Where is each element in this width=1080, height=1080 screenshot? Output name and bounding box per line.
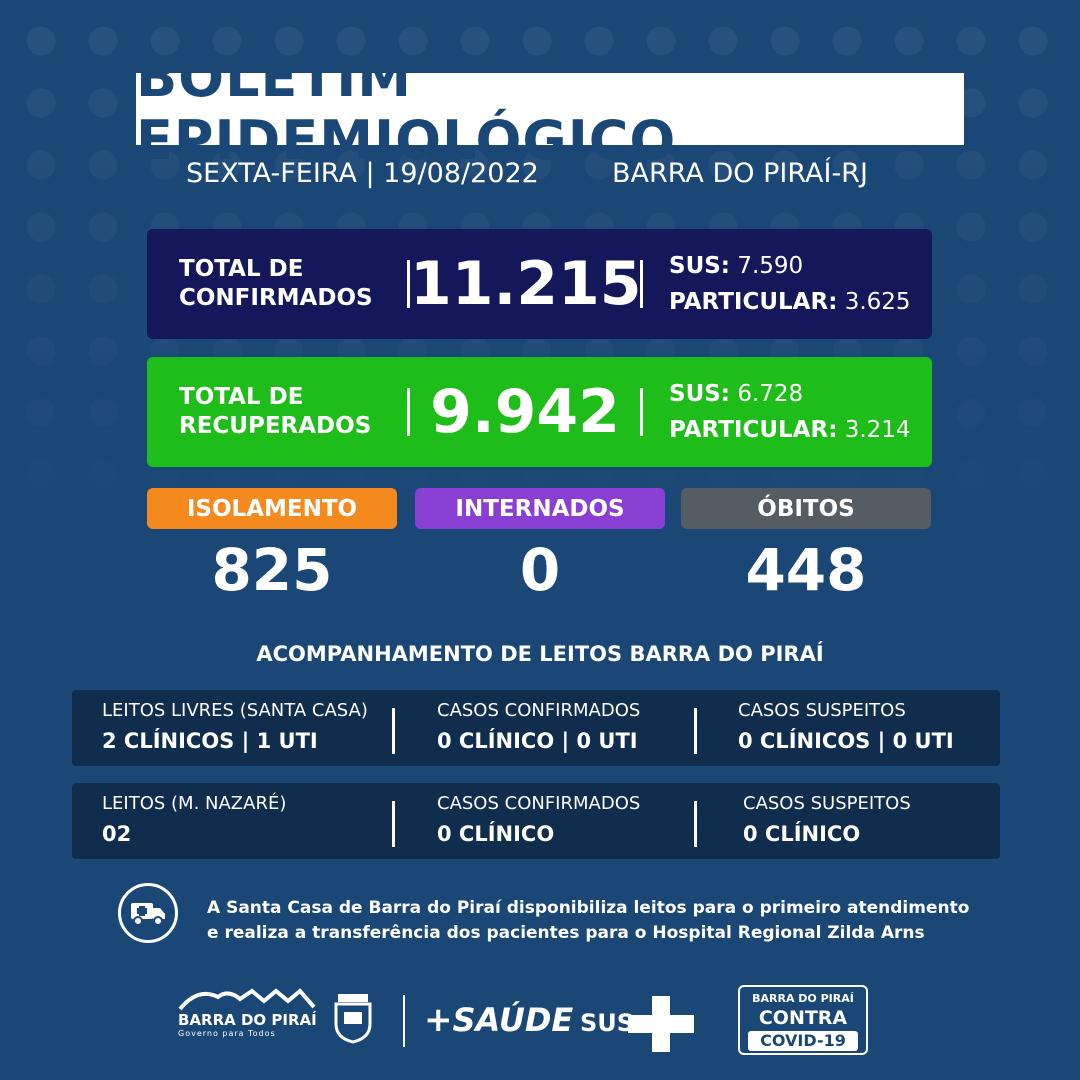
prefeitura-logo: BARRA DO PIRAÍ Governo para Todos (178, 985, 318, 1045)
saude-text: SAÚDE (452, 1001, 574, 1039)
cell-value: 0 CLÍNICO | 0 UTI (437, 729, 638, 753)
sus-label: SUS: (669, 253, 731, 279)
confirmed-total: 11.215 (410, 249, 642, 319)
cell-value: 02 (102, 822, 132, 846)
obitos-badge: ÓBITOS (681, 488, 931, 529)
cell-label: CASOS SUSPEITOS (738, 700, 906, 721)
beds-row-santa-casa: LEITOS LIVRES (SANTA CASA) 2 CLÍNICOS | … (72, 690, 1000, 766)
beds-row-m-nazare: LEITOS (M. NAZARÉ) 02 CASOS CONFIRMADOS … (72, 783, 1000, 859)
sus-text: SUS (580, 1009, 635, 1037)
page-title: BOLETIM EPIDEMIOLÓGICO (136, 46, 677, 172)
particular-label: PARTICULAR: (669, 417, 838, 443)
recovered-label: TOTAL DE RECUPERADOS (147, 383, 407, 441)
beds-section-title: ACOMPANHAMENTO DE LEITOS BARRA DO PIRAÍ (256, 642, 824, 666)
report-city: BARRA DO PIRAÍ-RJ (612, 158, 868, 189)
divider (694, 801, 697, 847)
sus-value: 6.728 (737, 381, 804, 407)
confirmed-label-line2: CONFIRMADOS (179, 285, 373, 311)
beds-cell: CASOS CONFIRMADOS 0 CLÍNICO | 0 UTI (437, 700, 640, 760)
info-line1: A Santa Casa de Barra do Piraí disponibi… (207, 898, 970, 918)
recovered-panel: TOTAL DE RECUPERADOS 9.942 SUS: 6.728 PA… (147, 357, 932, 467)
particular-value: 3.214 (844, 417, 911, 443)
divider (407, 260, 410, 308)
divider (392, 801, 395, 847)
beds-cell: CASOS CONFIRMADOS 0 CLÍNICO (437, 793, 640, 853)
saude-logo: + SAÚDE (424, 1000, 573, 1040)
recovered-total: 9.942 (430, 377, 620, 447)
info-text: A Santa Casa de Barra do Piraí disponibi… (207, 896, 969, 946)
cell-label: LEITOS LIVRES (SANTA CASA) (102, 700, 368, 721)
prefeitura-name: BARRA DO PIRAÍ (178, 1011, 317, 1029)
beds-cell: LEITOS (M. NAZARÉ) 02 (102, 793, 286, 853)
campaign-bottom: COVID-19 (748, 1031, 858, 1051)
confirmed-panel: TOTAL DE CONFIRMADOS 11.215 SUS: 7.590 P… (147, 229, 932, 339)
sus-value: 7.590 (737, 253, 804, 279)
divider (407, 388, 410, 436)
beds-cell: CASOS SUSPEITOS 0 CLÍNICOS | 0 UTI (738, 700, 954, 760)
recovered-breakdown: SUS: 6.728 PARTICULAR: 3.214 (643, 376, 911, 448)
title-banner: BOLETIM EPIDEMIOLÓGICO (136, 46, 964, 172)
obitos-value: 448 (745, 536, 867, 604)
cell-value: 2 CLÍNICOS | 1 UTI (102, 729, 318, 753)
recovered-label-line2: RECUPERADOS (179, 413, 372, 439)
particular-label: PARTICULAR: (669, 289, 838, 315)
report-date: SEXTA-FEIRA | 19/08/2022 (186, 158, 539, 189)
plus-icon: + (424, 1000, 453, 1040)
recovered-label-line1: TOTAL DE (179, 384, 304, 410)
internados-badge: INTERNADOS (415, 488, 665, 529)
divider (694, 708, 697, 754)
ambulance-icon (118, 883, 178, 943)
cell-label: LEITOS (M. NAZARÉ) (102, 793, 287, 814)
confirmed-label: TOTAL DE CONFIRMADOS (147, 255, 407, 313)
prefeitura-slogan: Governo para Todos (178, 1029, 276, 1038)
sus-label: SUS: (669, 381, 731, 407)
cell-value: 0 CLÍNICO (437, 822, 555, 846)
beds-cell: CASOS SUSPEITOS 0 CLÍNICO (743, 793, 911, 853)
internados-value: 0 (519, 536, 561, 604)
cell-label: CASOS CONFIRMADOS (437, 793, 641, 814)
cell-value: 0 CLÍNICO (743, 822, 861, 846)
crest-icon (330, 990, 376, 1044)
divider (640, 388, 643, 436)
covid-campaign-logo: BARRA DO PIRAÍ CONTRA COVID-19 (738, 985, 868, 1055)
divider (640, 260, 643, 308)
divider (392, 708, 395, 754)
info-line2: e realiza a transferência dos pacientes … (207, 923, 925, 943)
cell-label: CASOS CONFIRMADOS (437, 700, 641, 721)
isolamento-value: 825 (211, 536, 333, 604)
sus-cross-icon (628, 996, 694, 1056)
divider (403, 995, 405, 1047)
campaign-mid: CONTRA (758, 1007, 848, 1029)
isolamento-badge: ISOLAMENTO (147, 488, 397, 529)
confirmed-breakdown: SUS: 7.590 PARTICULAR: 3.625 (643, 248, 911, 320)
cell-label: CASOS SUSPEITOS (743, 793, 911, 814)
campaign-top: BARRA DO PIRAÍ (752, 992, 854, 1005)
particular-value: 3.625 (844, 289, 911, 315)
confirmed-label-line1: TOTAL DE (179, 256, 304, 282)
cell-value: 0 CLÍNICOS | 0 UTI (738, 729, 954, 753)
beds-cell: LEITOS LIVRES (SANTA CASA) 2 CLÍNICOS | … (102, 700, 368, 760)
